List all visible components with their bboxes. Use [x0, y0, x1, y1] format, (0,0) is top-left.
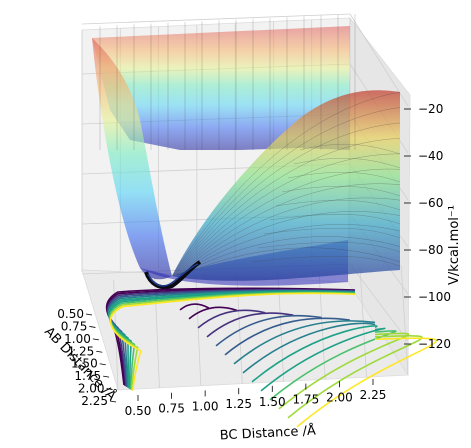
mesh-line [176, 168, 401, 276]
contour-line [224, 317, 350, 356]
y-tick [103, 375, 110, 378]
surface-band [269, 214, 401, 225]
y-tick-label: 1.25 [68, 344, 95, 358]
z-tick-label: −20 [418, 102, 443, 116]
contour-line [296, 337, 437, 428]
surface-band [257, 242, 401, 253]
contour-line [188, 306, 238, 320]
y-tick-label: 2.00 [78, 382, 105, 396]
surface-band [275, 200, 401, 211]
surface-left-wall [92, 38, 172, 280]
grid-line [349, 13, 409, 107]
grid-line [318, 269, 326, 380]
mesh-line [173, 122, 401, 276]
surface-back-wall [92, 26, 350, 150]
grid-line [359, 267, 367, 378]
z-tick-label: −60 [418, 196, 443, 210]
mesh-line [181, 247, 401, 275]
contour-line [287, 334, 423, 419]
surface-band [299, 144, 401, 155]
x-axis-label: BC Distance /Å [219, 422, 316, 443]
y-tick-label: 2.25 [81, 394, 108, 408]
contour-line [109, 292, 356, 391]
mesh-line [175, 153, 401, 276]
mesh-line [171, 91, 401, 277]
y-tick [92, 338, 99, 341]
z-axis-label: V/kcal.mol⁻¹ [447, 205, 462, 285]
floor-contours [105, 287, 437, 428]
z-tick-label: −40 [418, 149, 443, 163]
contour-line [251, 325, 378, 383]
z-tick-label: −100 [418, 290, 451, 304]
surface-band [281, 186, 401, 197]
y-tick-label: 1.75 [74, 369, 101, 383]
surface-band [287, 172, 401, 183]
contour-line [260, 327, 386, 392]
x-tick-label: 2.25 [360, 388, 387, 402]
y-tick-label: 0.50 [57, 307, 84, 321]
surface-band [293, 158, 401, 169]
contour-line [179, 303, 210, 311]
y-tick [85, 313, 93, 316]
reaction-trajectory [144, 260, 202, 290]
y-tick [109, 400, 117, 403]
y-tick-label: 1.50 [71, 357, 98, 371]
y-tick [106, 388, 113, 390]
potential-surface [92, 14, 401, 286]
contour-line [197, 309, 266, 329]
x-tick-label: 1.00 [192, 399, 219, 413]
mesh-line [177, 183, 401, 276]
x-tick-label: 1.50 [259, 395, 286, 409]
contour-line [206, 312, 294, 338]
x-tick-label: 1.25 [225, 397, 252, 411]
contour-line [278, 332, 410, 410]
x-tick-label: 2.00 [326, 390, 353, 404]
y-tick-label: 0.75 [61, 319, 88, 333]
surface-band [263, 228, 401, 239]
z-tick-label: −80 [418, 243, 443, 257]
mesh-line [174, 138, 401, 276]
x-tick-label: 0.75 [158, 402, 185, 416]
contour-line [215, 314, 322, 347]
contour-line [233, 320, 376, 365]
y-tick [99, 363, 106, 366]
y-axis: 0.500.751.001.251.501.752.002.25 [57, 307, 117, 408]
y-tick [89, 326, 96, 328]
x-tick-label: 1.75 [292, 393, 319, 407]
x-axis: 0.50 0.75 1.00 1.25 1.50 1.75 2.00 2.25 [125, 379, 387, 418]
grid-line [349, 263, 409, 342]
trajectory-highlight [147, 263, 199, 287]
mesh-line [178, 197, 401, 275]
z-tick-label: −120 [418, 337, 451, 351]
x-tick-label: 0.50 [125, 404, 152, 418]
z-axis: −20 −40 −60 −80 −100 −120 [404, 102, 451, 351]
surface-ridge [172, 90, 400, 281]
y-tick [96, 350, 103, 353]
surface-band [251, 256, 401, 267]
mesh-line [172, 107, 401, 276]
mesh-line [181, 236, 401, 275]
y-tick-label: 1.00 [64, 332, 91, 346]
grid-line [81, 13, 351, 25]
contour-line [242, 322, 376, 374]
